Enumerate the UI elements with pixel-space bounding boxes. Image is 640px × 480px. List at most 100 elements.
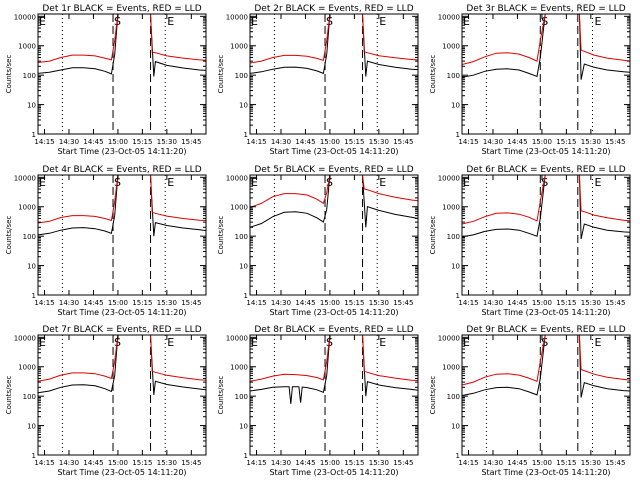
y-tick-label: 10 — [27, 102, 36, 110]
x-tick-label: 14:15 — [246, 299, 266, 307]
marker-label-e: E — [251, 15, 258, 28]
x-tick-label: 15:30 — [369, 459, 389, 467]
x-tick-label: 15:30 — [581, 459, 601, 467]
y-tick-label: 1 — [456, 292, 460, 300]
events-series-line — [362, 175, 418, 228]
lld-series-line — [150, 14, 206, 61]
y-tick-label: 1 — [244, 452, 248, 460]
y-tick-label: 10 — [451, 102, 460, 110]
marker-label-e: E — [251, 336, 258, 349]
x-tick-label: 15:45 — [393, 299, 413, 307]
y-tick-label: 10000 — [226, 13, 248, 21]
events-series-line — [38, 175, 119, 236]
y-tick-label: 10 — [239, 102, 248, 110]
panel-title: Det 3r BLACK = Events, RED = LLD — [466, 4, 625, 14]
x-tick-label: 15:15 — [132, 459, 152, 467]
marker-label-e: E — [379, 176, 386, 189]
y-tick-label: 10000 — [438, 13, 460, 21]
lld-series-line — [150, 175, 206, 221]
y-axis-label: Counts/sec — [5, 376, 13, 415]
x-tick-label: 15:00 — [108, 459, 128, 467]
y-tick-label: 1000 — [442, 364, 460, 372]
y-axis-label: Counts/sec — [217, 216, 225, 255]
lld-series-line — [38, 335, 119, 382]
y-axis-label: Counts/sec — [5, 55, 13, 94]
x-tick-label: 15:15 — [344, 138, 364, 146]
y-tick-label: 10 — [239, 423, 248, 431]
events-series-line — [250, 175, 331, 228]
x-tick-label: 15:00 — [108, 299, 128, 307]
x-axis-label: Start Time (23-Oct-05 14:11:20) — [481, 468, 610, 477]
x-tick-label: 14:30 — [483, 138, 503, 146]
x-axis-label: Start Time (23-Oct-05 14:11:20) — [57, 147, 186, 156]
marker-label-e: E — [463, 15, 470, 28]
plot-frame — [461, 13, 631, 135]
marker-label-e: E — [167, 176, 174, 189]
marker-label-e: E — [39, 336, 46, 349]
x-tick-label: 15:15 — [132, 299, 152, 307]
plot-frame — [461, 334, 631, 456]
x-tick-label: 14:15 — [34, 299, 54, 307]
x-tick-label: 15:00 — [320, 459, 340, 467]
y-axis-label: Counts/sec — [5, 216, 13, 255]
x-axis-label: Start Time (23-Oct-05 14:11:20) — [57, 468, 186, 477]
x-tick-label: 15:30 — [369, 138, 389, 146]
x-tick-label: 15:30 — [157, 299, 177, 307]
events-series-line — [578, 335, 630, 398]
panel-title: Det 7r BLACK = Events, RED = LLD — [42, 325, 201, 335]
y-tick-label: 1000 — [18, 204, 36, 212]
panel-title: Det 5r BLACK = Events, RED = LLD — [254, 165, 413, 175]
events-series-line — [578, 14, 630, 80]
plot-frame — [37, 13, 207, 135]
marker-label-e: E — [379, 15, 386, 28]
y-tick-label: 10 — [239, 263, 248, 271]
x-tick-label: 15:30 — [581, 138, 601, 146]
x-tick-label: 15:45 — [605, 459, 625, 467]
y-tick-label: 10 — [27, 263, 36, 271]
y-tick-label: 1000 — [18, 364, 36, 372]
marker-label-e: E — [39, 15, 46, 28]
plot-frame — [249, 334, 419, 456]
x-tick-label: 15:30 — [369, 299, 389, 307]
y-tick-label: 1000 — [442, 204, 460, 212]
x-tick-label: 14:15 — [458, 299, 478, 307]
panel-title: Det 4r BLACK = Events, RED = LLD — [42, 165, 201, 175]
y-tick-label: 10000 — [14, 13, 36, 21]
x-tick-label: 15:45 — [181, 459, 201, 467]
x-tick-label: 14:45 — [295, 138, 315, 146]
x-tick-label: 14:45 — [295, 459, 315, 467]
lld-series-line — [362, 14, 418, 61]
x-tick-label: 15:00 — [532, 299, 552, 307]
marker-label-e: E — [379, 336, 386, 349]
y-tick-label: 10000 — [226, 174, 248, 182]
events-series-line — [38, 335, 119, 394]
y-tick-label: 100 — [235, 72, 248, 80]
y-axis-label: Counts/sec — [429, 216, 437, 255]
plot-frame — [461, 174, 631, 296]
x-tick-label: 14:15 — [34, 459, 54, 467]
lld-series-line — [462, 175, 546, 225]
lld-series-line — [38, 14, 119, 63]
x-axis-label: Start Time (23-Oct-05 14:11:20) — [481, 147, 610, 156]
marker-label-e: E — [167, 336, 174, 349]
events-series-line — [250, 14, 331, 75]
y-tick-label: 1 — [32, 292, 36, 300]
y-tick-label: 1 — [32, 131, 36, 139]
x-tick-label: 15:30 — [581, 299, 601, 307]
y-tick-label: 100 — [235, 393, 248, 401]
y-tick-label: 10000 — [438, 174, 460, 182]
events-series-line — [462, 335, 546, 396]
y-tick-label: 1000 — [230, 364, 248, 372]
lld-series-line — [578, 14, 630, 62]
marker-label-e: E — [39, 176, 46, 189]
y-tick-label: 1 — [244, 131, 248, 139]
x-tick-label: 15:00 — [532, 459, 552, 467]
x-axis-label: Start Time (23-Oct-05 14:11:20) — [269, 468, 398, 477]
lld-series-line — [462, 335, 546, 386]
x-tick-label: 14:15 — [458, 459, 478, 467]
y-tick-label: 100 — [235, 233, 248, 241]
